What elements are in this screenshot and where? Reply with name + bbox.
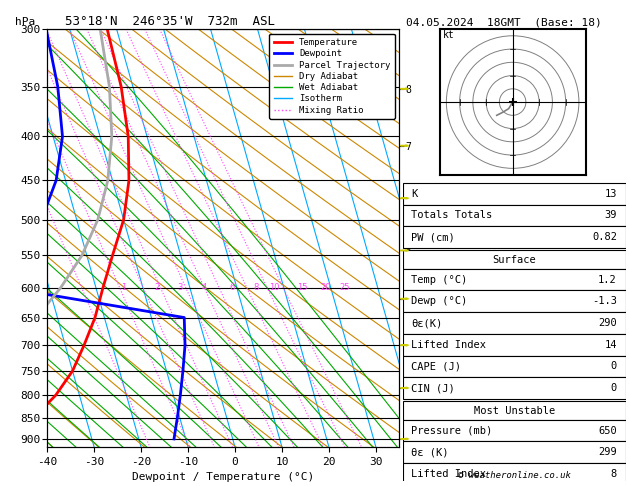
Text: PW (cm): PW (cm) [411, 232, 455, 242]
Text: θε (K): θε (K) [411, 447, 449, 457]
Text: 650: 650 [598, 426, 617, 435]
Text: 8: 8 [611, 469, 617, 479]
Bar [403, 441, 626, 463]
Bar [403, 269, 626, 291]
Bar [403, 420, 626, 441]
Bar [403, 334, 626, 356]
Legend: Temperature, Dewpoint, Parcel Trajectory, Dry Adiabat, Wet Adiabat, Isotherm, Mi: Temperature, Dewpoint, Parcel Trajectory… [269, 34, 395, 119]
Text: -1.3: -1.3 [592, 296, 617, 306]
Text: K: K [411, 189, 418, 199]
Text: 13: 13 [604, 189, 617, 199]
Text: Most Unstable: Most Unstable [474, 406, 555, 416]
Bar [403, 377, 626, 399]
Text: 0: 0 [611, 383, 617, 393]
Text: CAPE (J): CAPE (J) [411, 362, 462, 371]
Text: 53°18'N  246°35'W  732m  ASL: 53°18'N 246°35'W 732m ASL [65, 15, 275, 28]
Text: 3: 3 [178, 283, 183, 292]
Text: 1: 1 [121, 283, 126, 292]
Text: 14: 14 [604, 340, 617, 350]
Bar [403, 183, 626, 205]
Bar [403, 291, 626, 312]
Bar [403, 312, 626, 334]
Text: 0.82: 0.82 [592, 232, 617, 242]
Text: Dewp (°C): Dewp (°C) [411, 296, 468, 306]
Bar [403, 356, 626, 377]
Text: CIN (J): CIN (J) [411, 383, 455, 393]
Text: 39: 39 [604, 210, 617, 220]
Bar [403, 205, 626, 226]
Text: 25: 25 [340, 283, 350, 292]
X-axis label: Dewpoint / Temperature (°C): Dewpoint / Temperature (°C) [132, 472, 314, 483]
Text: Lifted Index: Lifted Index [411, 469, 486, 479]
Bar [403, 463, 626, 485]
Text: 8: 8 [253, 283, 259, 292]
Text: 299: 299 [598, 447, 617, 457]
Text: 290: 290 [598, 318, 617, 328]
Text: 2: 2 [154, 283, 160, 292]
Y-axis label: km
ASL: km ASL [431, 227, 449, 249]
Text: hPa: hPa [16, 17, 36, 27]
Bar [403, 485, 626, 486]
Text: 1.2: 1.2 [598, 275, 617, 285]
Text: 4: 4 [201, 283, 206, 292]
Text: Totals Totals: Totals Totals [411, 210, 493, 220]
Text: 10: 10 [269, 283, 280, 292]
Text: kt: kt [442, 31, 454, 40]
Bar [403, 250, 626, 269]
Text: 6: 6 [230, 283, 235, 292]
Text: 0: 0 [611, 362, 617, 371]
Text: Temp (°C): Temp (°C) [411, 275, 468, 285]
Text: 04.05.2024  18GMT  (Base: 18): 04.05.2024 18GMT (Base: 18) [406, 17, 601, 27]
Bar [403, 226, 626, 248]
Text: Pressure (mb): Pressure (mb) [411, 426, 493, 435]
Text: Surface: Surface [493, 255, 536, 264]
Text: © weatheronline.co.uk: © weatheronline.co.uk [458, 470, 571, 480]
Text: 15: 15 [298, 283, 308, 292]
Text: Lifted Index: Lifted Index [411, 340, 486, 350]
Text: 20: 20 [321, 283, 331, 292]
Bar [403, 401, 626, 420]
Text: θε(K): θε(K) [411, 318, 443, 328]
